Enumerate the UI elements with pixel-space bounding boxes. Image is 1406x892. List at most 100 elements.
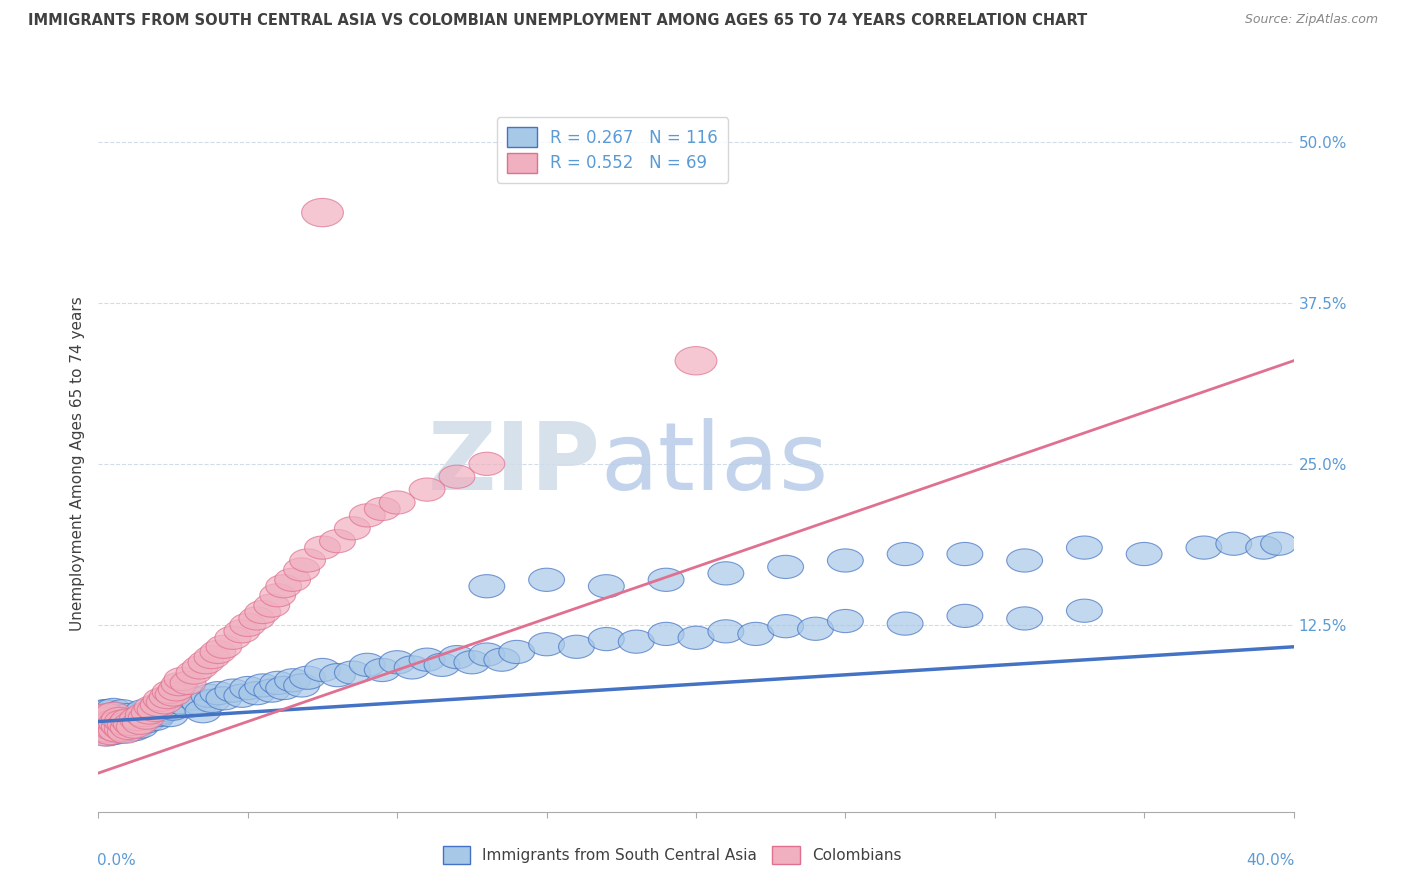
- Ellipse shape: [1246, 536, 1282, 559]
- Ellipse shape: [90, 704, 125, 727]
- Ellipse shape: [125, 704, 162, 727]
- Ellipse shape: [110, 711, 146, 734]
- Ellipse shape: [101, 705, 138, 728]
- Ellipse shape: [146, 690, 183, 714]
- Ellipse shape: [110, 704, 146, 727]
- Ellipse shape: [709, 562, 744, 585]
- Ellipse shape: [155, 683, 191, 706]
- Ellipse shape: [290, 666, 325, 690]
- Ellipse shape: [146, 698, 183, 722]
- Ellipse shape: [797, 617, 834, 640]
- Ellipse shape: [149, 693, 186, 716]
- Ellipse shape: [454, 650, 489, 673]
- Ellipse shape: [104, 715, 141, 739]
- Ellipse shape: [117, 718, 152, 741]
- Ellipse shape: [90, 707, 125, 731]
- Ellipse shape: [107, 713, 143, 736]
- Ellipse shape: [364, 498, 401, 521]
- Ellipse shape: [335, 661, 370, 684]
- Ellipse shape: [96, 714, 131, 737]
- Ellipse shape: [439, 646, 475, 669]
- Ellipse shape: [380, 491, 415, 514]
- Ellipse shape: [619, 630, 654, 653]
- Ellipse shape: [224, 620, 260, 643]
- Ellipse shape: [245, 600, 281, 624]
- Ellipse shape: [98, 711, 135, 734]
- Ellipse shape: [239, 607, 274, 630]
- Ellipse shape: [93, 722, 128, 745]
- Ellipse shape: [186, 699, 221, 723]
- Ellipse shape: [143, 688, 179, 711]
- Ellipse shape: [231, 676, 266, 699]
- Text: IMMIGRANTS FROM SOUTH CENTRAL ASIA VS COLOMBIAN UNEMPLOYMENT AMONG AGES 65 TO 74: IMMIGRANTS FROM SOUTH CENTRAL ASIA VS CO…: [28, 13, 1087, 29]
- Ellipse shape: [1007, 549, 1043, 572]
- Text: 40.0%: 40.0%: [1246, 854, 1295, 869]
- Ellipse shape: [709, 620, 744, 643]
- Ellipse shape: [305, 658, 340, 681]
- Ellipse shape: [122, 715, 159, 739]
- Ellipse shape: [117, 715, 152, 739]
- Ellipse shape: [1216, 533, 1251, 556]
- Ellipse shape: [98, 718, 135, 741]
- Ellipse shape: [155, 697, 191, 720]
- Ellipse shape: [648, 568, 685, 591]
- Ellipse shape: [887, 542, 924, 566]
- Ellipse shape: [319, 530, 356, 553]
- Ellipse shape: [170, 672, 207, 695]
- Ellipse shape: [215, 679, 250, 702]
- Ellipse shape: [128, 710, 165, 733]
- Ellipse shape: [83, 705, 120, 728]
- Ellipse shape: [484, 648, 520, 672]
- Ellipse shape: [284, 558, 319, 581]
- Ellipse shape: [394, 656, 430, 679]
- Ellipse shape: [301, 198, 343, 227]
- Ellipse shape: [104, 710, 141, 733]
- Text: atlas: atlas: [600, 417, 828, 510]
- Ellipse shape: [120, 707, 155, 731]
- Ellipse shape: [141, 693, 176, 716]
- Ellipse shape: [131, 701, 167, 724]
- Ellipse shape: [648, 623, 685, 646]
- Ellipse shape: [117, 710, 152, 733]
- Ellipse shape: [558, 635, 595, 658]
- Ellipse shape: [675, 347, 717, 375]
- Ellipse shape: [107, 718, 143, 741]
- Ellipse shape: [215, 626, 250, 649]
- Ellipse shape: [90, 723, 125, 746]
- Ellipse shape: [335, 516, 370, 540]
- Ellipse shape: [194, 646, 231, 669]
- Ellipse shape: [948, 542, 983, 566]
- Ellipse shape: [290, 549, 325, 572]
- Ellipse shape: [149, 685, 186, 708]
- Ellipse shape: [152, 704, 188, 727]
- Ellipse shape: [266, 676, 301, 699]
- Ellipse shape: [107, 710, 143, 733]
- Ellipse shape: [200, 640, 236, 664]
- Text: ZIP: ZIP: [427, 417, 600, 510]
- Ellipse shape: [165, 667, 200, 690]
- Ellipse shape: [83, 720, 120, 743]
- Ellipse shape: [1187, 536, 1222, 559]
- Ellipse shape: [101, 715, 138, 739]
- Ellipse shape: [96, 702, 131, 725]
- Ellipse shape: [87, 699, 122, 723]
- Ellipse shape: [176, 661, 212, 684]
- Ellipse shape: [87, 713, 122, 736]
- Ellipse shape: [319, 664, 356, 687]
- Ellipse shape: [678, 626, 714, 649]
- Ellipse shape: [114, 713, 149, 736]
- Ellipse shape: [439, 465, 475, 488]
- Ellipse shape: [200, 681, 236, 705]
- Text: 0.0%: 0.0%: [97, 854, 136, 869]
- Ellipse shape: [364, 658, 401, 681]
- Ellipse shape: [159, 678, 194, 701]
- Ellipse shape: [93, 719, 128, 742]
- Ellipse shape: [83, 713, 120, 736]
- Ellipse shape: [231, 614, 266, 637]
- Ellipse shape: [131, 705, 167, 728]
- Ellipse shape: [529, 568, 565, 591]
- Ellipse shape: [96, 722, 131, 745]
- Ellipse shape: [224, 684, 260, 707]
- Ellipse shape: [93, 711, 128, 734]
- Ellipse shape: [207, 687, 242, 710]
